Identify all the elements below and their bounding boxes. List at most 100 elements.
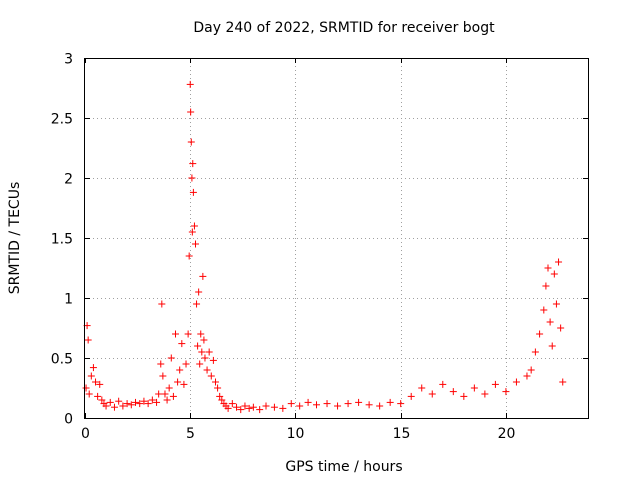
- data-point: [127, 401, 135, 409]
- data-point: [184, 330, 192, 338]
- data-point: [550, 270, 558, 278]
- data-point: [439, 380, 447, 388]
- data-point: [187, 108, 195, 116]
- data-point: [313, 401, 321, 409]
- data-point: [169, 392, 177, 400]
- data-point: [523, 372, 531, 380]
- data-point: [82, 384, 90, 392]
- data-point: [84, 336, 92, 344]
- data-point: [218, 396, 226, 404]
- data-point: [460, 392, 468, 400]
- x-tick-label: 15: [393, 426, 411, 442]
- data-point: [140, 397, 148, 405]
- data-point: [365, 401, 373, 409]
- data-point: [216, 392, 224, 400]
- data-point: [228, 400, 236, 408]
- plot-frame: [84, 58, 589, 419]
- data-point: [201, 354, 209, 362]
- data-point: [196, 360, 204, 368]
- data-point: [304, 398, 312, 406]
- data-point: [158, 300, 166, 308]
- data-point: [540, 306, 548, 314]
- data-point: [123, 400, 131, 408]
- data-point: [376, 402, 384, 410]
- data-point: [194, 342, 202, 350]
- data-point: [536, 330, 544, 338]
- data-point: [89, 364, 97, 372]
- data-point: [136, 400, 144, 408]
- y-axis-title: SRMTID / TECUs: [7, 182, 23, 295]
- data-point: [542, 282, 550, 290]
- x-tick-label: 10: [287, 426, 305, 442]
- data-point: [334, 402, 342, 410]
- data-point: [94, 392, 102, 400]
- data-point: [355, 398, 363, 406]
- data-point: [344, 400, 352, 408]
- data-point: [186, 80, 194, 88]
- data-point: [241, 402, 249, 410]
- chart-title: Day 240 of 2022, SRMTID for receiver bog…: [193, 20, 495, 36]
- y-tick-label: 1: [64, 292, 73, 308]
- data-point: [224, 404, 232, 412]
- y-tick-label: 3: [64, 52, 73, 68]
- data-point: [407, 392, 415, 400]
- data-point: [182, 360, 190, 368]
- data-point: [106, 398, 114, 406]
- data-point: [256, 406, 264, 414]
- data-point: [249, 403, 257, 411]
- data-point: [555, 258, 563, 266]
- data-point: [200, 336, 208, 344]
- data-point: [167, 354, 175, 362]
- data-point: [197, 330, 205, 338]
- data-point: [193, 300, 201, 308]
- data-point: [233, 403, 241, 411]
- data-point: [470, 384, 478, 392]
- data-point: [245, 404, 253, 412]
- data-point: [132, 398, 140, 406]
- data-point: [85, 390, 93, 398]
- data-point: [531, 348, 539, 356]
- data-point: [191, 240, 199, 248]
- data-point: [502, 388, 510, 396]
- data-point: [180, 380, 188, 388]
- data-point: [189, 160, 197, 168]
- data-point: [205, 348, 213, 356]
- data-point: [481, 390, 489, 398]
- x-axis-title: GPS time / hours: [285, 459, 402, 475]
- x-tick-label: 0: [81, 426, 90, 442]
- data-point: [548, 342, 556, 350]
- data-point: [214, 384, 222, 392]
- data-point: [110, 403, 118, 411]
- data-point: [557, 324, 565, 332]
- data-point: [87, 372, 95, 380]
- data-point: [323, 400, 331, 408]
- grid-layer: [85, 58, 588, 418]
- data-point: [237, 406, 245, 414]
- data-point: [155, 390, 163, 398]
- data-point: [171, 330, 179, 338]
- data-point: [195, 288, 203, 296]
- data-point: [198, 348, 206, 356]
- y-tick-label: 2: [64, 172, 73, 188]
- y-tick-label: 1.5: [51, 232, 73, 248]
- data-point: [96, 380, 104, 388]
- data-point: [165, 384, 173, 392]
- data-point: [207, 372, 215, 380]
- data-point: [148, 396, 156, 404]
- data-point: [270, 403, 278, 411]
- data-point: [153, 398, 161, 406]
- data-point: [102, 402, 110, 410]
- data-point: [209, 356, 217, 364]
- data-point: [189, 188, 197, 196]
- data-point: [185, 252, 193, 260]
- data-point: [157, 360, 165, 368]
- data-point: [262, 402, 270, 410]
- data-point: [161, 390, 169, 398]
- data-point: [187, 138, 195, 146]
- data-point: [188, 228, 196, 236]
- data-point: [428, 390, 436, 398]
- data-point: [418, 384, 426, 392]
- data-point: [178, 340, 186, 348]
- y-tick-label: 2.5: [51, 112, 73, 128]
